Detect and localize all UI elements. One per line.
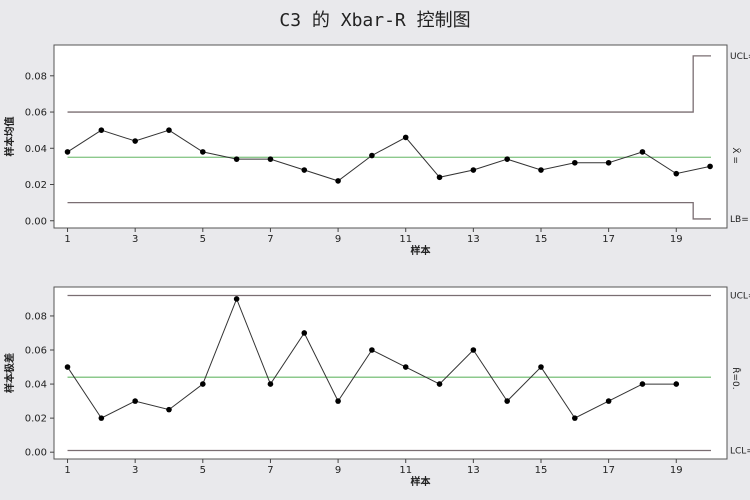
range-data-point (166, 406, 172, 413)
xbar-x-axis-label: 样本 (411, 244, 432, 257)
range-y-axis-label: 样本极差 (3, 353, 16, 393)
range-xtick-label: 19 (670, 465, 683, 476)
range-ytick-label: 0.04 (25, 380, 47, 391)
xbar-lcl-line (67, 201, 711, 220)
range-xtick-label: 3 (132, 465, 138, 476)
range-data-point (200, 381, 206, 387)
range-xtick-label: 17 (602, 465, 615, 476)
xbar-data-point (402, 134, 409, 141)
xbar-plot-area (53, 44, 728, 229)
range-data-point (538, 364, 544, 370)
xbar-ytick-label: 0.00 (25, 216, 47, 227)
xbar-ytick-label: 0.06 (25, 108, 47, 119)
xbar-data-point (166, 127, 172, 133)
range-data-point (132, 398, 138, 404)
range-data-point (64, 364, 71, 370)
range-data-point (572, 415, 578, 421)
range-data-point (639, 381, 646, 387)
xbar-xtick-label: 15 (535, 234, 548, 245)
xbar-data-point (673, 170, 680, 177)
xbar-series-line (67, 129, 711, 182)
range-xtick-label: 15 (535, 465, 548, 476)
xbar-xtick-label: 1 (64, 234, 70, 245)
range-xtick-label: 5 (200, 465, 206, 476)
xbar-xtick-label: 17 (602, 234, 615, 245)
xbar-data-point (301, 167, 308, 173)
xbar-ytick-label: 0.04 (25, 144, 47, 155)
xbar-xtick-label: 3 (132, 234, 138, 245)
xbar-data-point (639, 149, 646, 155)
range-ytick-label: 0.00 (25, 448, 47, 459)
range-xtick-label: 9 (335, 465, 341, 476)
xbar-data-point (538, 167, 544, 173)
range-panel: 0.000.020.040.060.081 3 5 7 9 11 13 15 17 19样本样本极… (3, 286, 750, 488)
range-ytick-label: 0.06 (25, 346, 47, 357)
xbar-data-point (200, 149, 206, 155)
xbar-data-point (470, 167, 477, 173)
xbar-xtick-label: 5 (200, 234, 206, 245)
xbar-data-point (572, 159, 578, 166)
range-plot-area (53, 286, 728, 460)
xbar-xtick-label: 9 (335, 234, 341, 245)
range-data-point (301, 330, 308, 336)
xbar-xtick-label: 11 (399, 234, 412, 245)
xbar-data-point (132, 138, 138, 144)
xbar-data-point (64, 149, 71, 155)
xbar-data-point (233, 156, 240, 162)
xbar-center-label: X̄ = (730, 147, 742, 164)
xbar-ucl-label: UCL= (730, 52, 750, 62)
xbar-data-point (335, 178, 341, 184)
xbar-y-axis-label: 样本均值 (3, 117, 16, 157)
range-data-point (605, 398, 612, 404)
range-data-point (470, 347, 477, 353)
range-lcl-label: LCL= (730, 446, 750, 456)
xbar-panel: 0.000.020.040.060.081 3 5 7 9 11 13 15 17 19样本样本均… (3, 44, 750, 257)
range-data-point (98, 415, 105, 421)
xbar-xtick-label: 7 (267, 234, 273, 245)
range-data-point (369, 347, 375, 353)
xbar-data-point (504, 156, 510, 162)
range-data-point (436, 381, 443, 387)
range-ucl-label: UCL= (730, 292, 750, 302)
xbar-data-point (369, 152, 375, 159)
xbar-data-point (267, 156, 274, 162)
range-xtick-label: 1 (64, 465, 70, 476)
range-xtick-label: 7 (267, 465, 273, 476)
range-data-point (673, 381, 680, 387)
range-data-point (267, 381, 274, 387)
range-center-label: R̄=0. (730, 367, 742, 389)
xbar-ucl-line (67, 55, 711, 113)
xbar-data-point (98, 127, 105, 133)
range-data-point (504, 398, 510, 404)
range-xtick-label: 11 (399, 465, 412, 476)
xbar-xtick-label: 19 (670, 234, 683, 245)
chart-title: C3 的 Xbar-R 控制图 (279, 10, 470, 31)
range-x-axis-label: 样本 (411, 475, 432, 488)
xbar-ytick-label: 0.02 (25, 180, 47, 191)
range-ytick-label: 0.08 (25, 311, 47, 322)
xbar-data-point (605, 159, 612, 166)
xbar-lcl-label: LB= (730, 215, 749, 225)
range-data-point (335, 398, 341, 404)
xbar-ytick-label: 0.08 (25, 71, 47, 82)
xbar-data-point (436, 174, 443, 181)
xbar-data-point (707, 163, 713, 170)
range-data-point (402, 364, 409, 370)
range-ytick-label: 0.02 (25, 414, 47, 425)
range-data-point (233, 296, 240, 302)
range-xtick-label: 13 (467, 465, 480, 476)
xbar-xtick-label: 13 (467, 234, 480, 245)
